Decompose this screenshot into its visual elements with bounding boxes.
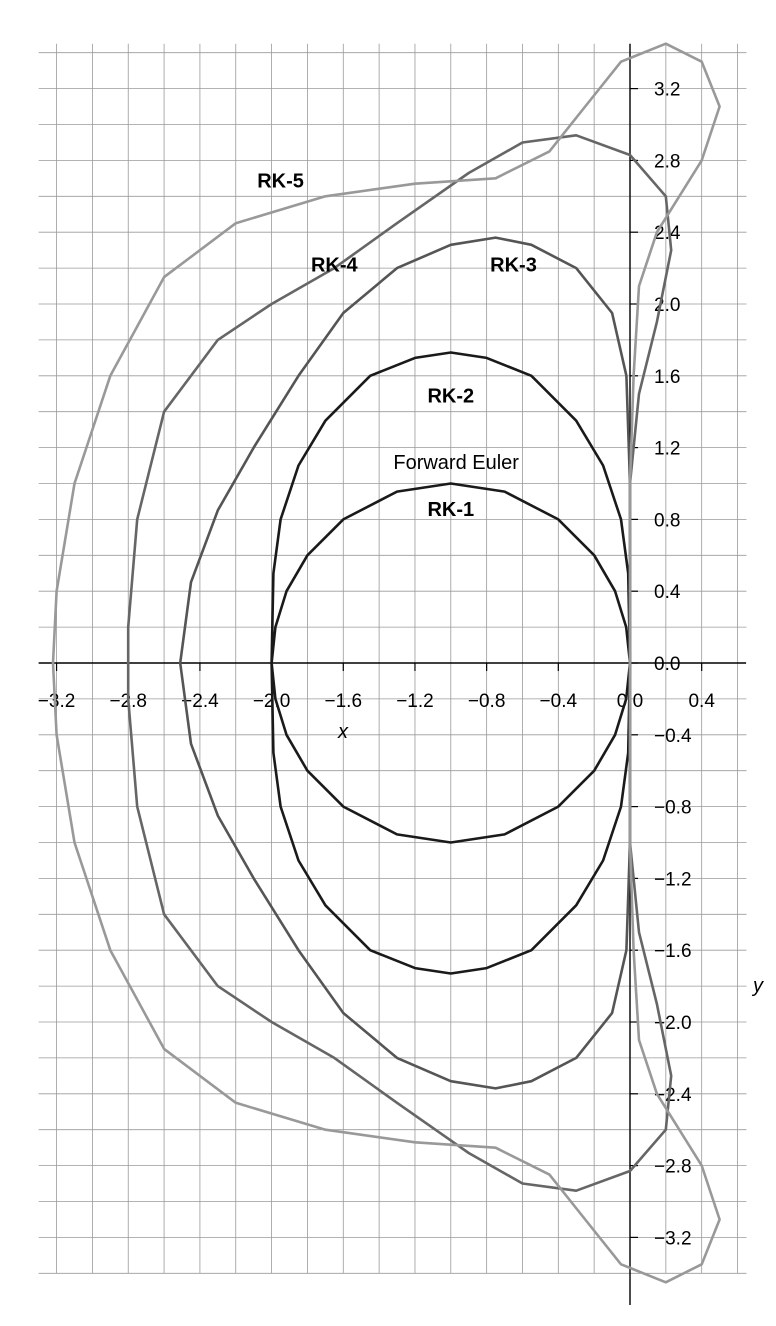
y-tick-label: −2.4 bbox=[654, 1085, 692, 1106]
y-tick-label: −0.4 bbox=[654, 726, 692, 747]
y-tick-label: 1.6 bbox=[654, 367, 680, 388]
x-tick-label: −0.8 bbox=[468, 691, 506, 712]
y-tick-label: 2.8 bbox=[654, 151, 680, 172]
curve-label-rk-2: RK-2 bbox=[427, 386, 474, 408]
series-group bbox=[51, 42, 721, 1284]
y-tick-label: −3.2 bbox=[654, 1228, 692, 1249]
y-tick-label: −1.6 bbox=[654, 941, 692, 962]
x-tick-label: −1.2 bbox=[396, 691, 434, 712]
series-line-rk-5 bbox=[51, 42, 721, 1284]
y-tick-label: 2.4 bbox=[654, 223, 681, 244]
y-tick-label: −0.8 bbox=[654, 798, 692, 819]
y-tick-label: 0.0 bbox=[654, 654, 680, 675]
y-tick-label: 1.2 bbox=[654, 439, 680, 460]
y-tick-label: 0.4 bbox=[654, 582, 681, 603]
x-tick-label: −1.6 bbox=[325, 691, 363, 712]
labels-group: RK-5 RK-4 RK-3 RK-2 Forward Euler RK-1 bbox=[257, 170, 537, 520]
curve-label-forward-euler: Forward Euler bbox=[393, 452, 519, 474]
y-tick-label: −2.8 bbox=[654, 1157, 692, 1178]
x-tick-label: −3.2 bbox=[38, 691, 76, 712]
y-tick-label: −2.0 bbox=[654, 1013, 692, 1034]
x-tick-label: −2.4 bbox=[181, 691, 219, 712]
y-axis-label: y bbox=[751, 975, 764, 997]
curve-label-rk-4: RK-4 bbox=[311, 255, 359, 277]
curve-label-rk-5: RK-5 bbox=[257, 170, 304, 192]
curve-label-rk-1: RK-1 bbox=[427, 499, 474, 521]
x-axis-label: x bbox=[337, 721, 349, 743]
y-tick-label: 3.2 bbox=[654, 80, 680, 101]
curve-label-rk-3: RK-3 bbox=[490, 255, 537, 277]
ticks: −3.2 −2.8 −2.4 −2.0 −1.6 −1.2 −0.8 −0.4 0.0 0.4 3.… bbox=[38, 80, 716, 1250]
y-tick-label: −1.2 bbox=[654, 869, 692, 890]
x-tick-label: 0.4 bbox=[688, 691, 715, 712]
series-line-rk-2 bbox=[270, 351, 632, 975]
series-line-rk-4 bbox=[126, 134, 673, 1192]
axes bbox=[38, 43, 746, 1305]
x-tick-label: −0.4 bbox=[540, 691, 578, 712]
y-tick-label: 0.8 bbox=[654, 510, 680, 531]
grid bbox=[38, 43, 747, 1274]
series-line-rk-3 bbox=[178, 236, 632, 1090]
